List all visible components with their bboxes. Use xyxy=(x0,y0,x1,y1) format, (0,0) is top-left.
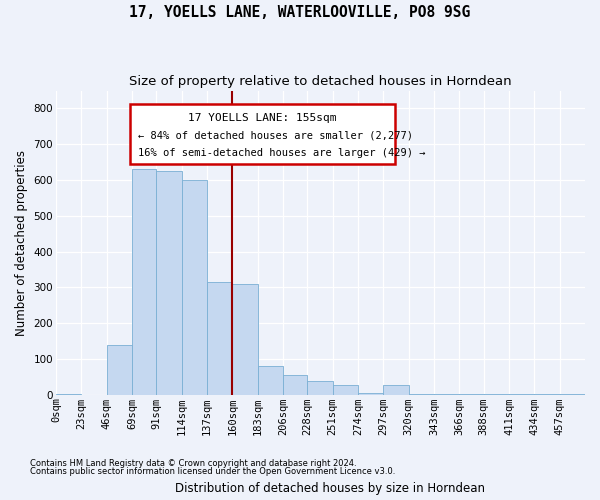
Bar xyxy=(358,392,383,394)
Text: 17 YOELLS LANE: 155sqm: 17 YOELLS LANE: 155sqm xyxy=(188,114,337,124)
Text: Distribution of detached houses by size in Horndean: Distribution of detached houses by size … xyxy=(175,482,485,495)
Bar xyxy=(207,282,232,395)
Bar xyxy=(107,344,132,395)
Bar xyxy=(383,386,409,394)
FancyBboxPatch shape xyxy=(130,104,395,164)
Bar xyxy=(232,284,257,395)
Bar xyxy=(283,375,307,394)
Bar xyxy=(257,366,283,394)
Text: Contains public sector information licensed under the Open Government Licence v3: Contains public sector information licen… xyxy=(30,467,395,476)
Bar xyxy=(156,171,182,394)
Bar xyxy=(132,170,156,394)
Text: 17, YOELLS LANE, WATERLOOVILLE, PO8 9SG: 17, YOELLS LANE, WATERLOOVILLE, PO8 9SG xyxy=(130,5,470,20)
Bar xyxy=(182,180,207,394)
Text: ← 84% of detached houses are smaller (2,277): ← 84% of detached houses are smaller (2,… xyxy=(138,130,413,140)
Bar xyxy=(307,381,332,394)
Text: Contains HM Land Registry data © Crown copyright and database right 2024.: Contains HM Land Registry data © Crown c… xyxy=(30,458,356,468)
Bar xyxy=(332,384,358,394)
Y-axis label: Number of detached properties: Number of detached properties xyxy=(15,150,28,336)
Title: Size of property relative to detached houses in Horndean: Size of property relative to detached ho… xyxy=(129,75,512,88)
Text: 16% of semi-detached houses are larger (429) →: 16% of semi-detached houses are larger (… xyxy=(138,148,425,158)
